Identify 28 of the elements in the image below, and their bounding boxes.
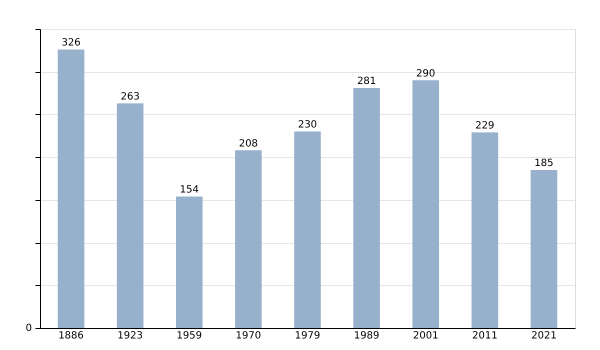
bar: [353, 88, 380, 328]
data-label: 154: [180, 184, 199, 196]
bar: [472, 132, 498, 328]
x-tick-label: 2021: [531, 330, 557, 342]
bar: [176, 196, 203, 328]
bar: [235, 150, 262, 328]
x-tick-label: 1970: [236, 330, 262, 342]
x-tick-label: 1923: [117, 330, 143, 342]
bar: [58, 50, 84, 328]
data-label: 281: [357, 76, 376, 87]
x-tick-label: 1989: [354, 330, 380, 342]
bar: [294, 132, 321, 328]
data-label: 290: [416, 68, 436, 80]
x-tick-label: 2001: [413, 330, 438, 342]
x-tick-label: 1979: [294, 330, 320, 342]
data-label: 326: [61, 38, 81, 49]
data-label: 185: [534, 158, 554, 169]
bar: [530, 170, 558, 328]
bar: [116, 103, 144, 328]
bar: [412, 80, 440, 328]
data-label: 263: [120, 91, 140, 102]
x-tick-label: 1959: [176, 330, 202, 342]
data-label: 208: [238, 138, 258, 150]
x-tick-label: 2011: [472, 330, 498, 342]
data-label: 229: [475, 120, 494, 132]
x-tick-label: 1886: [58, 330, 84, 342]
data-label: 230: [298, 120, 318, 131]
text: 0: [26, 323, 32, 334]
